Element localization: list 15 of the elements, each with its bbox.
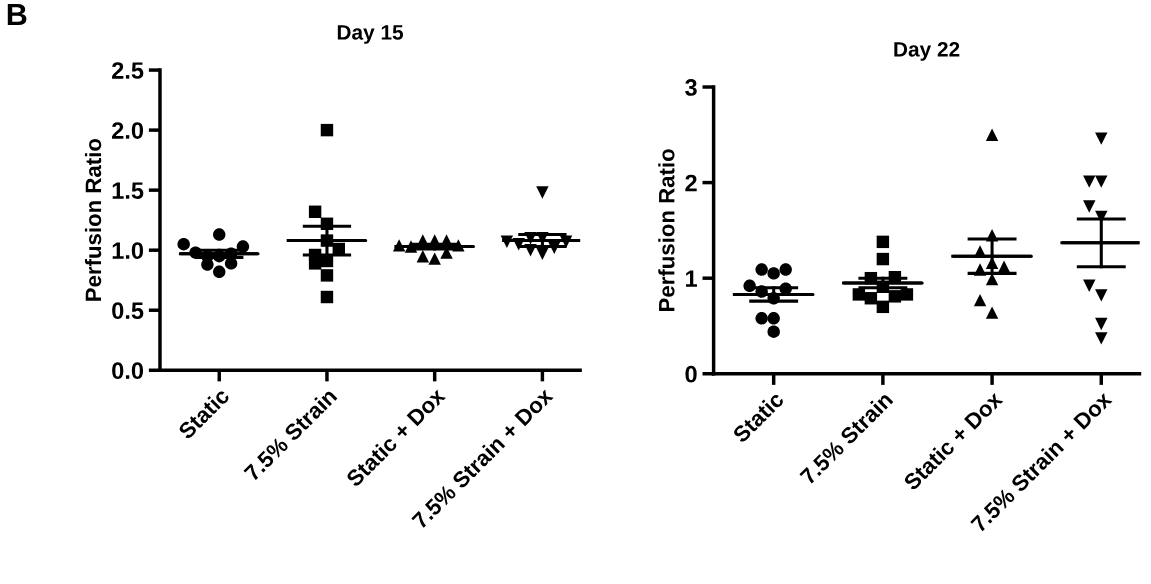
y-tick-label: 0.5: [112, 302, 144, 320]
y-axis-title: Perfusion Ratio: [84, 138, 102, 301]
y-tick-label: 0: [685, 365, 697, 383]
y-tick-label: 3: [685, 79, 697, 96]
y-axis-title: Perfusion Ratio: [658, 149, 675, 311]
chart-title: Day 15: [337, 25, 404, 44]
y-tick-label: 2.0: [112, 122, 144, 139]
chart-title: Day 22: [894, 41, 960, 61]
y-tick-label: 2.5: [112, 62, 144, 79]
y-tick-label: 0.0: [112, 362, 144, 380]
y-tick-label: 1.0: [112, 242, 144, 259]
text: B: [7, 4, 27, 26]
y-tick-label: 2: [685, 174, 697, 192]
y-tick-label: 1.5: [112, 182, 144, 199]
y-tick-label: 1: [686, 270, 697, 287]
